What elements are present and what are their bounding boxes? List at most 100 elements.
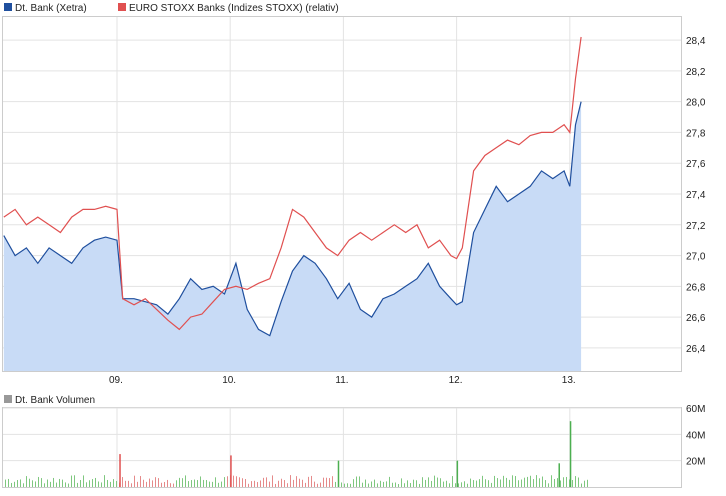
- volume-bar: [23, 483, 24, 487]
- volume-y-axis: 20M 40M 60M: [686, 404, 705, 468]
- volume-bar: [164, 481, 165, 487]
- legend-label-eurostoxx: EURO STOXX Banks (Indizes STOXX) (relati…: [129, 3, 339, 14]
- volume-bar: [305, 482, 306, 487]
- volume-bar: [530, 475, 531, 487]
- volume-bar: [125, 480, 126, 487]
- volume-bar: [251, 481, 252, 487]
- volume-bar: [404, 483, 405, 487]
- price-y-tick-label: 27,0: [686, 252, 706, 263]
- volume-bar: [473, 480, 474, 487]
- volume-bars: [5, 421, 588, 487]
- volume-bar: [449, 483, 450, 487]
- price-y-tick-label: 26,4: [686, 344, 706, 355]
- volume-bar: [581, 483, 582, 487]
- price-y-tick-label: 27,6: [686, 159, 706, 170]
- volume-bar: [368, 483, 369, 487]
- volume-bar: [512, 475, 513, 487]
- volume-bar: [428, 477, 429, 487]
- volume-bar: [458, 483, 459, 487]
- volume-bar: [218, 482, 219, 487]
- volume-bar: [59, 478, 60, 487]
- volume-bar: [62, 479, 63, 487]
- legend-label-volume: Dt. Bank Volumen: [15, 395, 95, 406]
- legend-swatch-volume: [4, 395, 12, 403]
- volume-bar: [86, 482, 87, 487]
- volume-bar: [185, 475, 186, 487]
- volume-bar: [35, 481, 36, 487]
- price-x-tick-label: 13.: [562, 375, 576, 386]
- volume-bar: [89, 480, 90, 487]
- volume-bar: [359, 476, 360, 487]
- volume-bar: [140, 476, 141, 487]
- volume-bar: [266, 477, 267, 487]
- volume-bar: [362, 482, 363, 487]
- volume-bar: [320, 482, 321, 487]
- volume-bar: [104, 475, 105, 487]
- volume-bar: [503, 475, 504, 487]
- volume-bar: [239, 477, 240, 487]
- volume-bar: [299, 478, 300, 487]
- volume-bar: [53, 477, 54, 487]
- volume-spike-bar: [456, 460, 459, 487]
- volume-bar: [572, 480, 573, 487]
- volume-bar: [509, 479, 510, 487]
- volume-bar: [587, 479, 588, 487]
- volume-bar: [464, 481, 465, 487]
- volume-bar: [209, 481, 210, 487]
- volume-bar: [11, 482, 12, 487]
- volume-bar: [146, 481, 147, 487]
- volume-bar: [548, 483, 549, 487]
- volume-bar: [386, 481, 387, 487]
- volume-bar: [491, 482, 492, 487]
- volume-bar: [374, 479, 375, 487]
- volume-bar: [287, 483, 288, 487]
- price-x-tick-label: 11.: [335, 375, 348, 386]
- volume-bar: [308, 476, 309, 487]
- volume-bar: [113, 479, 114, 487]
- price-x-tick-label: 10.: [222, 375, 236, 386]
- volume-bar: [14, 481, 15, 487]
- volume-bar: [182, 478, 183, 487]
- volume-bar: [149, 478, 150, 487]
- volume-bar: [203, 479, 204, 487]
- volume-bar: [116, 481, 117, 487]
- volume-bar: [191, 480, 192, 487]
- volume-bar: [425, 479, 426, 487]
- volume-bar: [281, 478, 282, 487]
- volume-bar: [227, 476, 228, 487]
- price-y-tick-label: 27,4: [686, 190, 706, 201]
- volume-bar: [101, 482, 102, 487]
- volume-bar: [152, 480, 153, 487]
- volume-bar: [350, 483, 351, 487]
- volume-bar: [443, 481, 444, 487]
- price-y-axis: 26,4 26,6 26,8 27,0 27,2 27,4 27,6 27,8 28,0 28,2…: [686, 36, 706, 355]
- volume-bar: [122, 477, 123, 487]
- volume-bar: [155, 477, 156, 487]
- volume-bar: [215, 477, 216, 487]
- volume-bar: [188, 481, 189, 487]
- volume-bar: [20, 479, 21, 487]
- volume-bar: [482, 475, 483, 487]
- volume-bar: [494, 475, 495, 487]
- volume-bar: [47, 479, 48, 487]
- volume-bar: [197, 480, 198, 487]
- volume-bar: [584, 480, 585, 487]
- volume-bar: [569, 479, 570, 487]
- legend-swatch-dt-bank: [4, 3, 12, 11]
- volume-bar: [335, 481, 336, 487]
- volume-bar: [398, 483, 399, 487]
- volume-bar: [500, 479, 501, 487]
- price-y-tick-label: 28,4: [686, 36, 706, 47]
- volume-bar: [506, 477, 507, 487]
- volume-bar: [71, 475, 72, 487]
- volume-bar: [353, 479, 354, 487]
- volume-y-tick-label: 40M: [686, 430, 705, 441]
- volume-panel: 20M 40M 60M: [2, 404, 705, 488]
- volume-bar: [356, 476, 357, 487]
- volume-spike-bar: [337, 460, 340, 487]
- price-y-tick-label: 27,2: [686, 221, 706, 232]
- volume-bar: [395, 482, 396, 487]
- volume-bar: [422, 477, 423, 487]
- volume-y-tick-label: 60M: [686, 404, 705, 415]
- volume-spike-bar: [119, 454, 121, 487]
